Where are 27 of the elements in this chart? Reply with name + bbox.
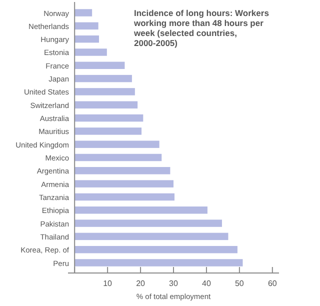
bar <box>74 140 160 148</box>
bar <box>74 74 132 82</box>
bar <box>74 220 222 227</box>
bar <box>74 193 174 201</box>
x-tick-label: 10 <box>103 279 113 288</box>
bar <box>74 62 125 69</box>
bar <box>74 259 243 266</box>
bar <box>74 167 170 174</box>
bar <box>74 154 162 162</box>
bar <box>74 246 238 254</box>
bar <box>74 48 107 56</box>
x-tick-label: 20 <box>136 279 146 288</box>
x-tick-label: 50 <box>234 279 244 288</box>
bar <box>74 22 98 30</box>
x-tick-label: 40 <box>202 279 212 288</box>
x-tick-label: 30 <box>169 279 178 288</box>
bar <box>74 9 92 16</box>
bar <box>74 114 144 122</box>
bar <box>74 35 99 43</box>
bar <box>74 128 142 135</box>
bar <box>74 180 174 188</box>
bar <box>74 232 228 240</box>
text: Incidence of long hours: Workers working more than 48 hours per week (selected countries, 2000-2005) <box>133 8 270 48</box>
x-tick-label: 60 <box>268 279 278 288</box>
bar <box>74 101 138 108</box>
bar <box>74 88 135 96</box>
bar <box>74 206 208 214</box>
